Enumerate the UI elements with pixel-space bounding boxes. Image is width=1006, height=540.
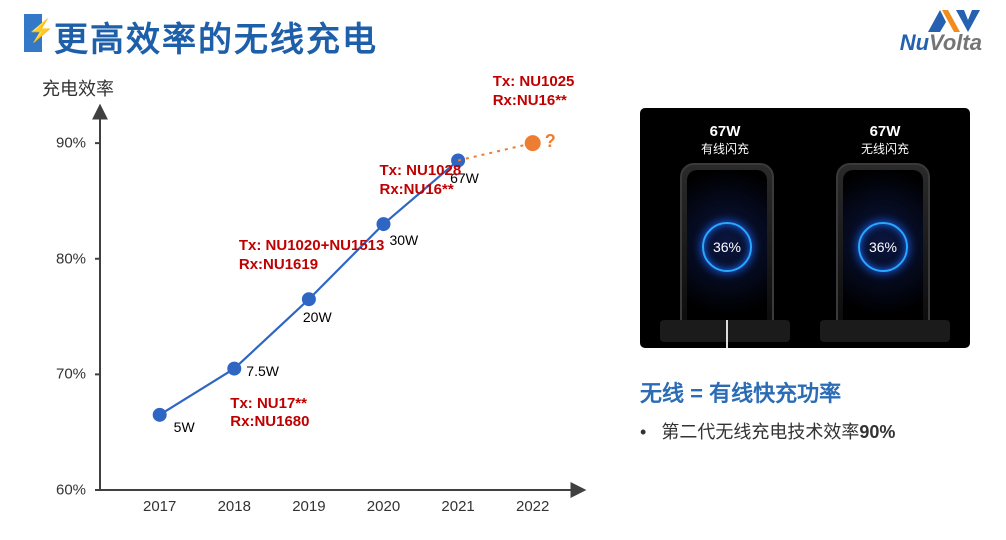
x-tick-label: 2022 [516, 498, 549, 515]
annot-tx: Tx: NU1028 [379, 162, 461, 179]
annot-rx: Rx:NU16** [379, 181, 453, 198]
chip-annotation: Tx: NU1025 Rx:NU16** [493, 73, 575, 111]
wired-base [660, 320, 790, 342]
x-tick-label: 2017 [143, 498, 176, 515]
callout-emph: 90% [859, 422, 895, 442]
phone-wired-screen: 36% [687, 170, 767, 330]
logo-text-suffix: Volta [929, 30, 982, 55]
annot-tx: Tx: NU1020+NU1513 [239, 237, 385, 254]
annot-rx: Rx:NU16** [493, 92, 567, 109]
bolt-icon: ⚡ [27, 18, 54, 44]
bullet-icon: • [640, 422, 646, 442]
cable-icon [726, 320, 728, 348]
photo-left-mode: 有线闪充 [701, 142, 749, 156]
chart-title: 充电效率 [42, 75, 114, 101]
callout-text: 第二代无线充电技术效率 [661, 422, 859, 442]
slide-header: ⚡ 更高效率的无线充电 NuVolta [24, 8, 982, 68]
photo-right-mode: 无线闪充 [861, 142, 909, 156]
annot-rx: Rx:NU1619 [239, 256, 318, 273]
annot-tx: Tx: NU1025 [493, 73, 575, 90]
nuvolta-logo: NuVolta [900, 8, 982, 54]
product-photo: 67W 有线闪充 67W 无线闪充 36% 36% [640, 108, 970, 348]
photo-left-label: 67W 有线闪充 [675, 123, 775, 157]
data-point-label: 30W [389, 232, 418, 248]
phone-wireless-screen: 36% [843, 170, 923, 330]
y-tick-label: 90% [56, 135, 86, 152]
phone-wired: 36% [680, 163, 774, 337]
slide-title: 更高效率的无线充电 [54, 12, 378, 61]
x-tick-label: 2018 [218, 498, 251, 515]
photo-left-power: 67W [675, 123, 775, 140]
chip-annotation: Tx: NU17**Rx:NU1680 [230, 395, 309, 433]
x-tick-label: 2019 [292, 498, 325, 515]
y-tick-label: 70% [56, 366, 86, 383]
photo-right-label: 67W 无线闪充 [835, 123, 935, 157]
chip-annotation: Tx: NU1020+NU1513 Rx:NU1619 [239, 237, 385, 275]
annot-tx: Tx: NU17** [230, 395, 307, 412]
callout-title: 无线 = 有线快充功率 [640, 376, 970, 408]
phone-wireless: 36% [836, 163, 930, 337]
question-mark: ? [545, 131, 556, 152]
x-tick-label: 2020 [367, 498, 400, 515]
phone-wired-pct: 36% [687, 239, 767, 255]
chart-label-layer: 60% 70% 80% 90% 2017 2018 2019 2020 2021 2022 5W 7.… [40, 100, 580, 520]
callout-line: • 第二代无线充电技术效率90% [640, 418, 970, 444]
data-point-label: 20W [303, 309, 332, 325]
y-tick-label: 80% [56, 250, 86, 267]
logo-text-prefix: Nu [900, 30, 929, 55]
x-tick-label: 2021 [441, 498, 474, 515]
phone-wireless-pct: 36% [843, 239, 923, 255]
wireless-base [820, 320, 950, 342]
efficiency-chart: 60% 70% 80% 90% 2017 2018 2019 2020 2021 2022 5W 7.… [40, 100, 580, 520]
data-point-label: 5W [174, 419, 195, 435]
y-tick-label: 60% [56, 482, 86, 499]
logo-text: NuVolta [900, 32, 982, 54]
data-point-label: 7.5W [246, 363, 279, 379]
right-column: 67W 有线闪充 67W 无线闪充 36% 36% 无线 = 有线快充功率 • [640, 108, 970, 444]
photo-right-power: 67W [835, 123, 935, 140]
chip-annotation: Tx: NU1028 Rx:NU16** [379, 162, 461, 200]
annot-rx: Rx:NU1680 [230, 413, 309, 430]
